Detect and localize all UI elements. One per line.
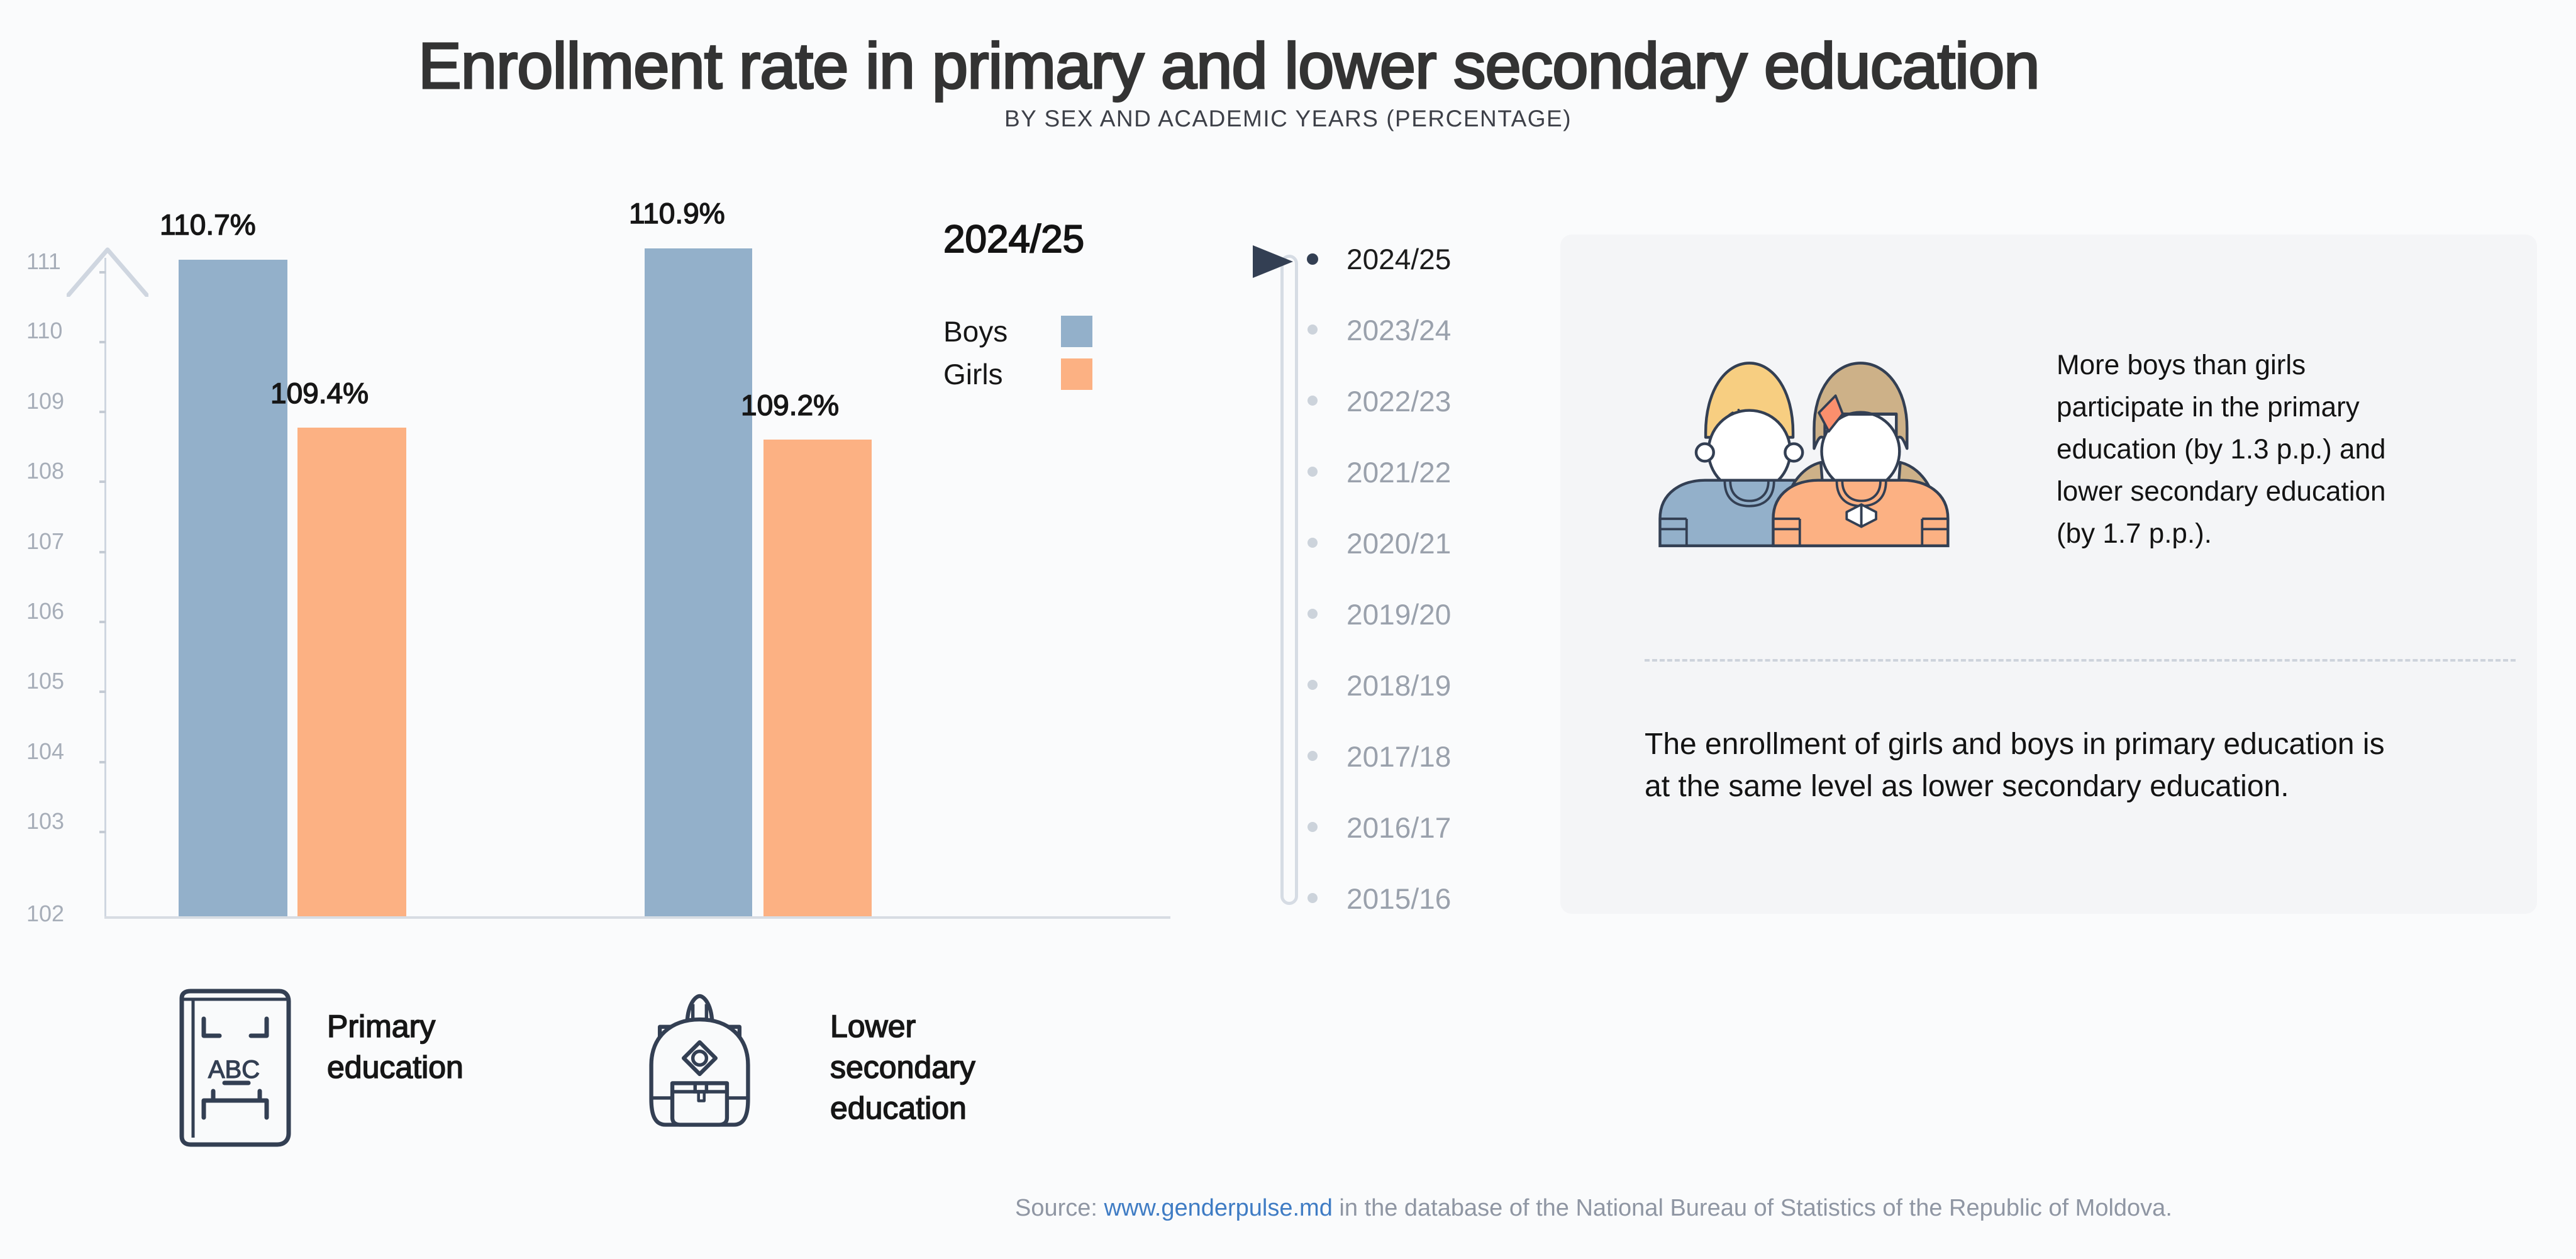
svg-text:ABC: ABC [208,1056,260,1084]
